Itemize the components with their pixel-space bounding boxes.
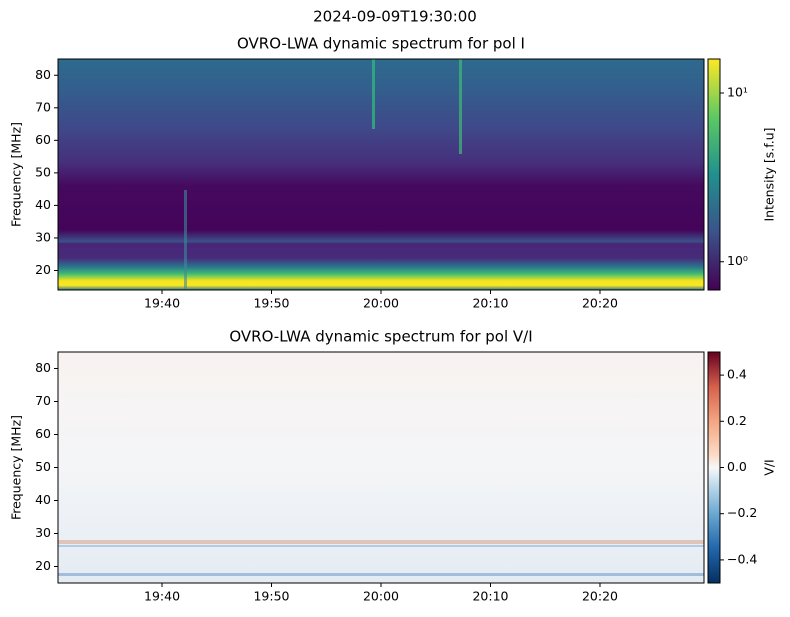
colorbar-frame (707, 58, 721, 291)
y-tick-label: 20 (35, 558, 51, 573)
panel: OVRO-LWA dynamic spectrum for pol I Frequ… (9, 35, 777, 311)
colorbar-tick-label: 0.4 (727, 367, 747, 382)
y-tick-label: 30 (35, 525, 51, 540)
x-tick-label: 19:50 (253, 589, 289, 604)
colorbar-tick-label: 0.2 (727, 413, 747, 428)
colorbar (708, 59, 720, 290)
panel-title: OVRO-LWA dynamic spectrum for pol V/I (229, 328, 532, 346)
y-axis-label: Frequency [MHz] (9, 122, 24, 227)
burst-streak (459, 59, 462, 154)
x-tick-label: 20:10 (472, 589, 508, 604)
colorbar (708, 352, 720, 583)
y-axis-label: Frequency [MHz] (9, 415, 24, 520)
x-tick-label: 20:00 (363, 589, 399, 604)
panel-title: OVRO-LWA dynamic spectrum for pol I (237, 35, 525, 53)
y-tick-label: 20 (35, 262, 51, 277)
x-tick-label: 19:40 (144, 296, 180, 311)
colorbar-label: V/I (762, 459, 777, 475)
panel: OVRO-LWA dynamic spectrum for pol V/I Fre… (9, 328, 777, 604)
y-tick-label: 60 (35, 132, 51, 147)
y-tick-label: 40 (35, 197, 51, 212)
x-tick-label: 19:40 (144, 589, 180, 604)
y-tick-label: 50 (35, 164, 51, 179)
colorbar-tick-label: −0.2 (727, 505, 757, 520)
burst-streak (372, 59, 375, 129)
plot-frame (57, 351, 705, 584)
y-tick-label: 40 (35, 492, 51, 507)
colorbar-tick-label: 0.0 (727, 459, 747, 474)
x-tick-label: 20:20 (582, 296, 618, 311)
colorbar-frame (707, 351, 721, 584)
y-tick-label: 30 (35, 229, 51, 244)
x-tick-label: 19:50 (253, 296, 289, 311)
y-tick-label: 80 (35, 67, 51, 82)
suptitle: 2024-09-09T19:30:00 (313, 8, 477, 26)
x-tick-label: 20:10 (472, 296, 508, 311)
y-tick-label: 70 (35, 99, 51, 114)
band-noise (58, 545, 704, 547)
y-tick-label: 50 (35, 459, 51, 474)
y-tick-label: 70 (35, 393, 51, 408)
burst-streak (184, 190, 187, 290)
y-tick-label: 60 (35, 426, 51, 441)
colorbar-label: Intensity [s.f.u] (762, 127, 777, 221)
band-noise (58, 540, 704, 544)
band-noise (58, 573, 704, 576)
colorbar-tick-label: 10⁰ (727, 253, 748, 268)
colorbar-tick-label: −0.4 (727, 551, 757, 566)
colorbar-tick-label: 10¹ (727, 84, 748, 99)
y-tick-label: 80 (35, 360, 51, 375)
x-tick-label: 20:00 (363, 296, 399, 311)
plot-frame (57, 58, 705, 291)
x-tick-label: 20:20 (582, 589, 618, 604)
spectrum-image (58, 59, 704, 290)
spectrum-image (58, 352, 704, 583)
